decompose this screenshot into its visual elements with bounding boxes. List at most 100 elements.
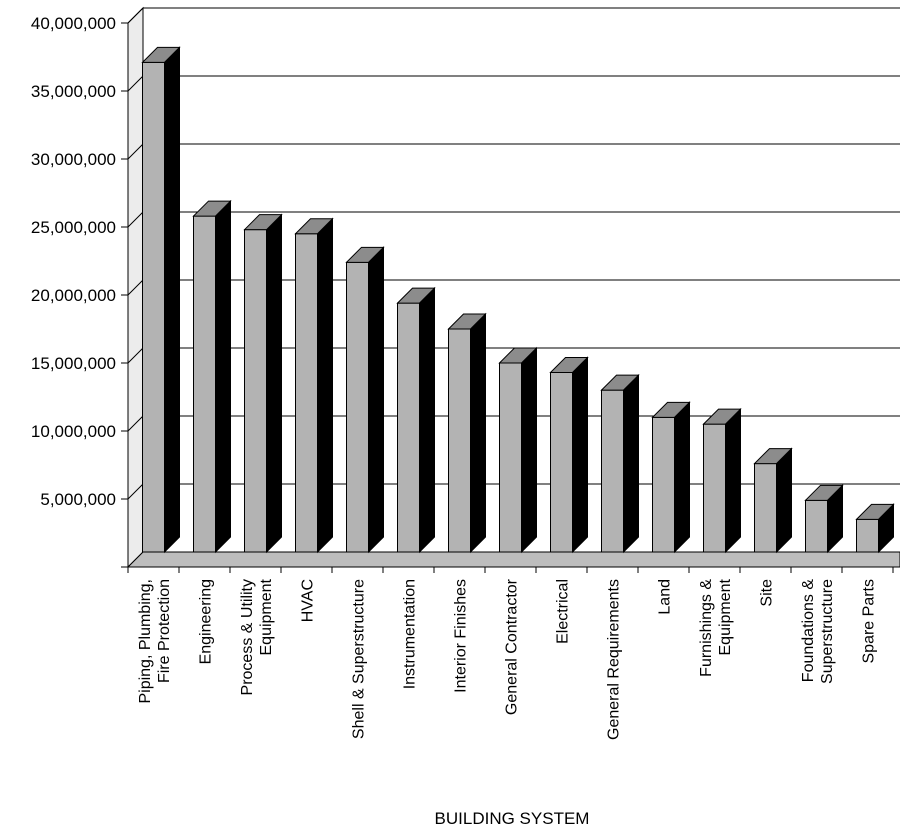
bar-front <box>856 518 879 553</box>
x-category-label: Process & Utility Equipment <box>239 578 275 695</box>
bar-side <box>317 217 333 554</box>
bar-top <box>651 401 691 418</box>
bar-top <box>600 374 640 391</box>
x-category-label: Furnishings & Equipment <box>698 578 734 676</box>
x-category-label-line: Instrumentation <box>402 579 419 689</box>
bar-side <box>266 213 282 554</box>
bar <box>600 373 640 554</box>
bar-side <box>623 373 639 554</box>
bar <box>855 503 895 554</box>
bar <box>345 246 385 554</box>
bar-top <box>192 200 232 217</box>
x-category-label-line: Shell & Superstructure <box>351 579 368 739</box>
y-tick-label: 40,000,000 <box>31 14 116 33</box>
x-category-label-line: General Requirements <box>606 579 623 740</box>
bar-front <box>346 261 369 553</box>
x-category-label: General Contractor <box>504 578 521 715</box>
bar <box>192 199 232 554</box>
floor-panel <box>126 551 900 568</box>
bar <box>447 312 487 554</box>
x-category-label-line: HVAC <box>300 579 317 622</box>
bar-side <box>419 286 435 554</box>
x-category-label: Shell & Superstructure <box>351 579 368 739</box>
bar-front <box>703 423 726 553</box>
bar <box>702 407 742 554</box>
y-tick-labels: 5,000,000 10,000,000 15,000,000 20,000,000 2… <box>31 14 116 509</box>
x-category-label-line: Engineering <box>198 579 215 664</box>
gridline-diagonal <box>127 7 144 24</box>
x-category-label: Piping, Plumbing, Fire Protection <box>137 579 173 704</box>
bar-top <box>141 46 181 63</box>
bar <box>498 346 538 554</box>
x-category-label-line: Electrical <box>555 579 572 644</box>
y-tick-label: 15,000,000 <box>31 354 116 373</box>
x-category-label-line: Spare Parts <box>861 579 878 663</box>
bar-top <box>702 408 742 425</box>
bar-top <box>243 214 283 231</box>
x-category-label-line: Equipment <box>717 578 734 655</box>
bar-front <box>244 229 267 553</box>
x-category-label: Spare Parts <box>861 579 878 663</box>
x-category-label-line: Superstructure <box>819 579 836 684</box>
x-category-labels: Piping, Plumbing, Fire Protection Engineer… <box>137 578 878 740</box>
gridline-diagonal <box>127 279 144 296</box>
bar-front <box>805 499 828 553</box>
x-category-label: Foundations & Superstructure <box>800 579 836 684</box>
gridline-diagonal <box>127 483 144 500</box>
bar-side <box>725 407 741 554</box>
bar-side <box>776 447 792 554</box>
bar-side <box>215 199 231 554</box>
bar-front <box>448 328 471 553</box>
x-category-label-line: Furnishings & <box>698 579 715 677</box>
gridline-diagonal <box>127 347 144 364</box>
bar-front <box>397 302 420 553</box>
chart-floor <box>126 551 900 568</box>
bar <box>396 286 436 554</box>
x-category-label: Electrical <box>555 579 572 644</box>
bar-front <box>499 362 522 553</box>
bar <box>753 447 793 554</box>
bar-front <box>193 215 216 553</box>
x-category-label: Interior Finishes <box>453 579 470 693</box>
x-category-label-line: General Contractor <box>504 578 521 715</box>
bar <box>651 401 691 554</box>
bar-side <box>674 401 690 554</box>
x-axis-title: BUILDING SYSTEM <box>435 809 590 828</box>
x-category-label: Land <box>657 579 674 615</box>
x-category-label-line: Process & Utility <box>239 579 256 695</box>
bar-front <box>295 233 318 553</box>
bars <box>141 46 895 554</box>
x-category-label: General Requirements <box>606 579 623 740</box>
bar-side <box>521 346 537 554</box>
bar-top <box>549 356 589 373</box>
bar <box>804 484 844 554</box>
y-tick-label: 30,000,000 <box>31 150 116 169</box>
bar-top <box>396 287 436 304</box>
x-category-label-line: Interior Finishes <box>453 579 470 693</box>
bar-front <box>142 61 165 553</box>
bar-side <box>572 356 588 554</box>
bar <box>141 46 181 554</box>
y-tick-label: 5,000,000 <box>40 490 116 509</box>
bar-front <box>550 371 573 553</box>
bar-top <box>753 448 793 465</box>
x-category-label-line: Equipment <box>258 578 275 655</box>
bar-top <box>804 484 844 501</box>
bar-top <box>498 347 538 364</box>
gridline-diagonal <box>127 75 144 92</box>
bar-front <box>601 389 624 553</box>
bar-top <box>345 246 385 263</box>
gridline-diagonal <box>127 143 144 160</box>
bar-side <box>470 312 486 554</box>
bar <box>243 213 283 554</box>
gridline-diagonal <box>127 415 144 432</box>
x-category-label: Site <box>759 579 776 607</box>
x-category-label-line: Piping, Plumbing, <box>137 579 154 704</box>
bar-side <box>368 246 384 554</box>
y-tick-label: 20,000,000 <box>31 286 116 305</box>
bar <box>294 217 334 554</box>
y-tick-label: 10,000,000 <box>31 422 116 441</box>
bar-top <box>294 218 334 235</box>
bar <box>549 356 589 554</box>
